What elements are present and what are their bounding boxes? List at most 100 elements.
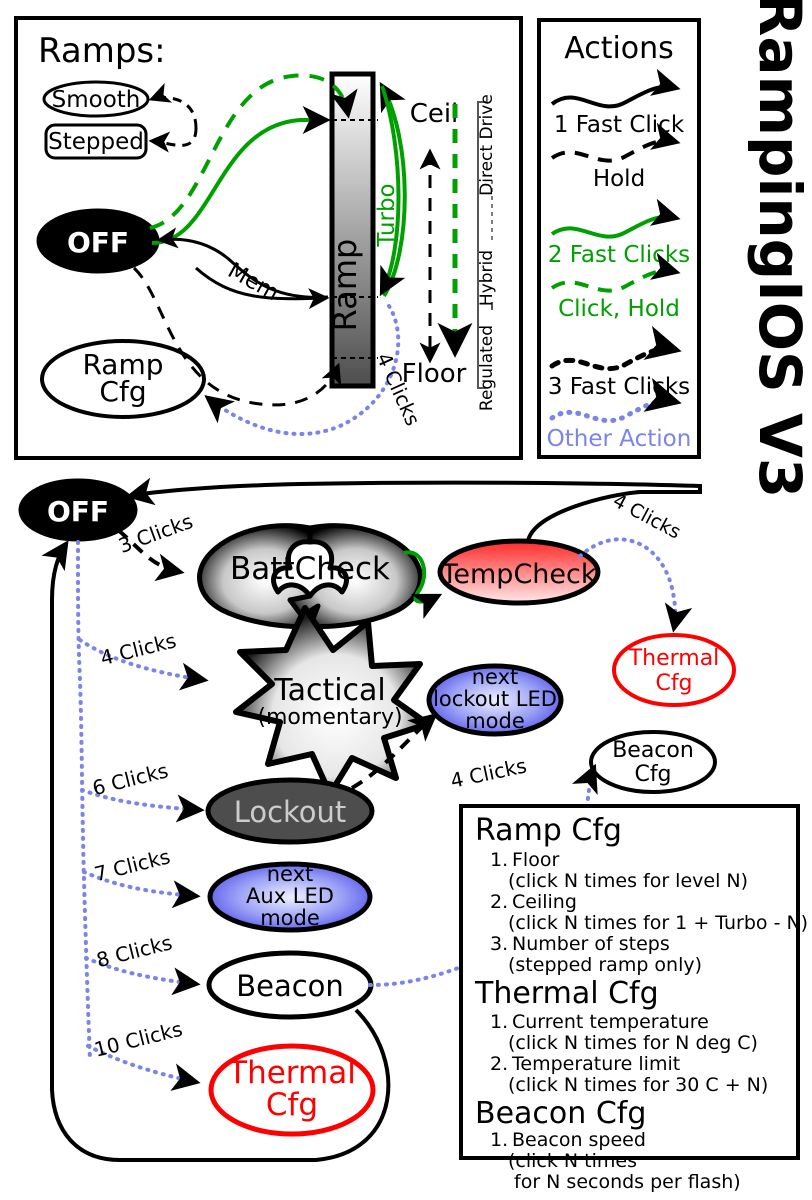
hybrid-label: Hybrid [477, 250, 497, 306]
edge-off-to-lockout-6clicks [80, 788, 205, 823]
config-section-title-0: Ramp Cfg [475, 813, 622, 848]
edge-hold-to-stepped [148, 127, 198, 153]
legend-item-click-hold: Click, Hold [550, 252, 681, 322]
config-item-note-1-0: (click N times for N deg C) [508, 1032, 758, 1054]
edge-ramp-to-off-mem [156, 227, 329, 299]
config-item-num-1-1: 2. [490, 1053, 508, 1075]
actions-panel-heading: Actions [564, 31, 674, 66]
node-off-ramps-label: OFF [67, 226, 129, 259]
node-thermal-cfg-right-line2: Cfg [655, 671, 692, 696]
node-next-lockout-led-line3: mode [465, 709, 525, 733]
config-item-name-0-0: Floor [512, 849, 559, 871]
ramp-bar [329, 71, 376, 389]
node-off-modes-label: OFF [47, 495, 109, 528]
legend-label-4: 3 Fast Clicks [548, 374, 690, 400]
config-box-border [459, 804, 800, 1160]
node-tempcheck[interactable] [437, 538, 601, 606]
edge-off-to-battcheck [116, 528, 185, 582]
node-thermal-cfg-right-line1: Thermal [628, 646, 720, 671]
node-next-aux-led-line3: mode [260, 906, 320, 930]
legend-label-5: Other Action [547, 426, 692, 452]
edge-turbo-down [379, 85, 406, 297]
config-item-num-0-0: 1. [490, 849, 508, 871]
output-mode-scale-bracket [477, 101, 486, 389]
legend-label-1: Hold [593, 166, 645, 192]
legend-item-other-action: Other Action [547, 377, 692, 452]
ceil-label: Ceil [410, 99, 459, 129]
node-battcheck-label: BattCheck [230, 551, 390, 587]
node-lockout[interactable] [205, 777, 375, 845]
node-beacon-cfg-line1: Beacon [612, 738, 694, 763]
actions-panel: Actions 1 Fast Click Hold 2 Fast Clicks … [537, 18, 701, 459]
edge-beacon-loop-to-off [41, 540, 391, 1162]
node-ramp-cfg-label2: Cfg [99, 375, 146, 408]
config-item-name-1-0: Current temperature [512, 1011, 709, 1033]
config-item-name-0-1: Ceiling [512, 891, 577, 913]
node-tactical-label2: (momentary) [257, 705, 402, 730]
config-item-name-2-0: Beacon speed [512, 1129, 646, 1151]
edge-turbo-label: Turbo [374, 183, 400, 247]
node-stepped-label: Stepped [48, 129, 144, 155]
legend-stroke-dotdash-black [549, 325, 682, 372]
node-smooth-label: Smooth [52, 87, 141, 113]
node-next-lockout-led-line1: next [472, 665, 519, 689]
config-item-note-0-2: (stepped ramp only) [508, 954, 702, 976]
legend-stroke-solid-black [550, 68, 681, 109]
config-item-num-2-0: 1. [490, 1129, 508, 1151]
legend-item-hold: Hold [550, 122, 681, 192]
node-tactical[interactable]: Tactical (momentary) [233, 605, 431, 797]
node-lockout-label: Lockout [234, 795, 347, 829]
node-next-aux-led-mode[interactable] [207, 861, 373, 933]
config-section-title-2: Beacon Cfg [475, 1096, 646, 1131]
edge-tempcheck-to-thermalcfg-4clicks [578, 537, 693, 633]
node-ramp-cfg[interactable] [40, 339, 206, 419]
edge-off-to-beacon-8clicks [84, 956, 201, 996]
legend-stroke-dotted-violet [549, 377, 682, 424]
edge-beacon-to-beaconcfg-4clicks [368, 763, 598, 988]
legend-label-3: Click, Hold [558, 296, 680, 322]
node-smooth[interactable] [42, 80, 150, 118]
modes-diagram: OFF BattCheck TempCheck Tactical (moment… [18, 477, 736, 1162]
ramps-panel: Ramps: Smooth Stepped OFF Ramp Cfg Ramp … [14, 16, 523, 460]
direct-drive-label: Direct Drive [477, 94, 497, 196]
edge-off-hold-to-floor [132, 266, 342, 407]
config-section-title-1: Thermal Cfg [474, 976, 659, 1011]
edge-off-to-ramp-mem [195, 266, 330, 310]
regulated-label: Regulated [477, 325, 497, 411]
node-stepped[interactable] [44, 123, 148, 160]
node-thermal-cfg-bottom-line1: Thermal [227, 1055, 356, 1091]
legend-stroke-solid-green [550, 198, 681, 239]
config-item-num-1-0: 1. [490, 1011, 508, 1033]
node-next-lockout-led-line2: lockout LED [433, 687, 557, 711]
edge-off-to-auxled-7clicks [82, 870, 201, 909]
edge-ramp-to-rampcfg-4clicks [204, 304, 401, 436]
node-ramp-cfg-label1: Ramp [82, 348, 163, 381]
legend-label-2: 2 Fast Clicks [548, 242, 690, 268]
config-box: Ramp Cfg 1. Floor (click N times for lev… [459, 804, 808, 1193]
edge-off-to-tactical-4clicks [78, 638, 209, 691]
legend-stroke-dashed-green [550, 252, 681, 293]
config-item-note-1-1: (click N times for 30 C + N) [508, 1074, 768, 1096]
edge-battcheck-to-tempcheck [403, 550, 443, 619]
config-item-name-0-2: Number of steps [512, 933, 670, 955]
node-beacon-cfg-line2: Cfg [634, 762, 671, 787]
config-item-num-0-2: 3. [490, 933, 508, 955]
node-tempcheck-label: TempCheck [440, 559, 596, 590]
node-next-aux-led-line2: Aux LED [246, 884, 334, 908]
config-item-name-1-1: Temperature limit [511, 1053, 680, 1075]
config-item-note-0-1: (click N times for 1 + Turbo - N) [508, 912, 808, 934]
node-thermal-cfg-right[interactable] [612, 633, 736, 707]
ramp-bar-label: Ramp [326, 239, 364, 332]
legend-label-0: 1 Fast Click [554, 112, 685, 138]
edge-hold-to-smooth [148, 83, 198, 129]
node-tactical-label1: Tactical [273, 673, 386, 708]
floor-label: Floor [402, 359, 467, 389]
tactical-star-shape [233, 605, 431, 797]
node-thermal-cfg-bottom[interactable] [208, 1043, 376, 1137]
config-item-note-0-0: (click N times for level N) [508, 870, 748, 892]
node-next-lockout-led-mode[interactable] [426, 663, 564, 737]
node-beacon-cfg[interactable] [589, 730, 717, 794]
node-thermal-cfg-bottom-line2: Cfg [266, 1087, 318, 1123]
